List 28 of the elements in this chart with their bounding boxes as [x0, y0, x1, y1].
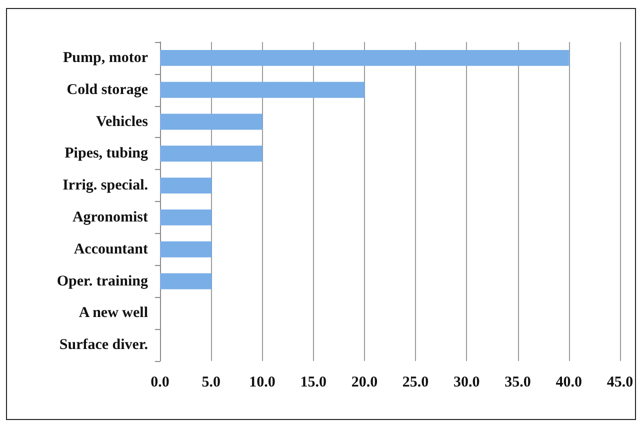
- y-tick-label: Accountant: [74, 241, 148, 258]
- y-tick-label: Pipes, tubing: [64, 146, 148, 162]
- y-tick-label: Cold storage: [66, 82, 148, 98]
- x-tick-label: 45.0: [606, 374, 634, 390]
- bar: [160, 209, 212, 226]
- bar: [160, 146, 262, 162]
- y-tick-label: Pump, motor: [63, 50, 148, 66]
- y-tick-label: Vehicles: [96, 114, 148, 130]
- bar: [160, 273, 212, 290]
- x-tick-label: 35.0: [504, 374, 531, 390]
- x-tick-label: 10.0: [249, 374, 276, 390]
- x-tick-label: 15.0: [300, 374, 326, 390]
- bar: [160, 114, 262, 130]
- y-tick-label: Oper. training: [56, 273, 148, 290]
- bar: [160, 82, 364, 98]
- x-tick-label: 25.0: [402, 374, 429, 390]
- y-tick-label: Surface diver.: [59, 337, 148, 354]
- x-tick-label: 20.0: [351, 374, 378, 390]
- bar: [160, 178, 212, 194]
- x-tick-label: 5.0: [202, 374, 220, 390]
- bar: [160, 50, 569, 66]
- y-tick-label: Irrig. special.: [62, 178, 148, 194]
- bar: [160, 241, 212, 258]
- y-tick-label: A new well: [78, 305, 148, 322]
- x-tick-label: 0.0: [150, 374, 170, 390]
- y-tick-label: Agronomist: [72, 209, 148, 226]
- x-tick-label: 30.0: [454, 374, 480, 390]
- x-tick-label: 40.0: [556, 374, 582, 390]
